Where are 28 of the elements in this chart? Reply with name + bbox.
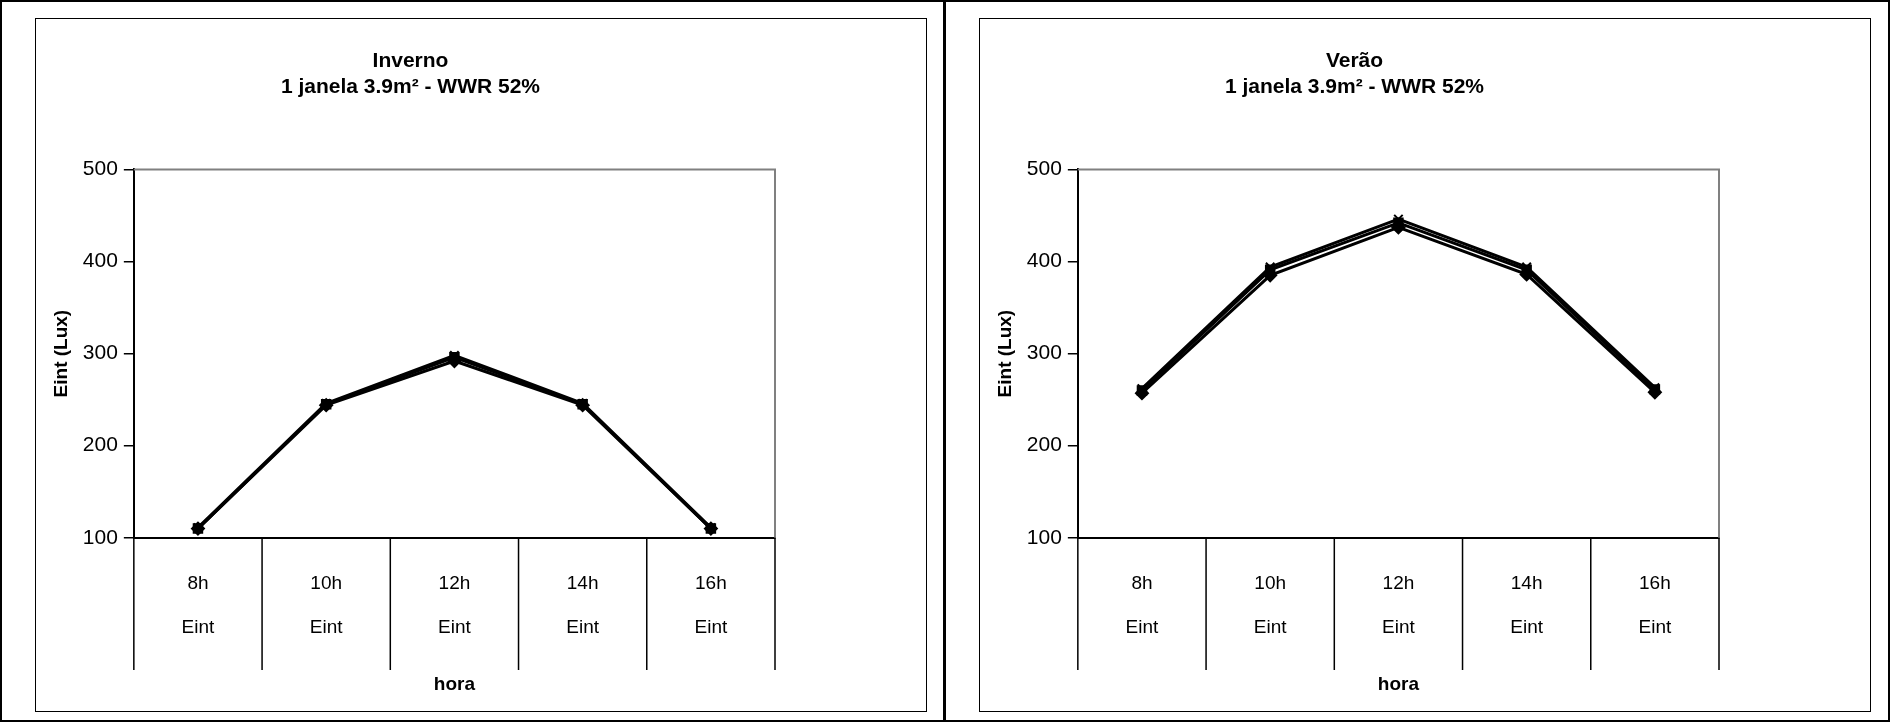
x-tick-label: 12h Eint bbox=[1382, 571, 1416, 637]
x-tick-label: 16h Eint bbox=[694, 571, 728, 637]
x-tick-label: 10h Eint bbox=[309, 571, 344, 637]
y-tick-label: 200 bbox=[1026, 432, 1062, 456]
x-tick-label: 8h Eint bbox=[1125, 571, 1160, 637]
chart-title: Verão bbox=[1325, 48, 1384, 72]
x-tick-label: 8h Eint bbox=[181, 571, 216, 637]
y-axis-title: Eint (Lux) bbox=[993, 309, 1015, 398]
y-tick-label: 500 bbox=[1026, 156, 1062, 180]
y-tick-label: 500 bbox=[82, 156, 118, 180]
y-tick-label: 400 bbox=[1026, 248, 1062, 272]
y-tick-label: 100 bbox=[1026, 524, 1062, 548]
x-tick-label: 14h Eint bbox=[1510, 571, 1544, 637]
x-axis-title: hora bbox=[433, 672, 476, 694]
chart-subtitle: 1 janela 3.9m² - WWR 52% bbox=[280, 73, 541, 97]
x-axis-title: hora bbox=[1377, 672, 1420, 694]
x-tick-label: 12h Eint bbox=[438, 571, 472, 637]
x-tick-label: 16h Eint bbox=[1638, 571, 1672, 637]
y-tick-label: 300 bbox=[1026, 340, 1062, 364]
x-tick-label: 14h Eint bbox=[566, 571, 600, 637]
y-tick-label: 300 bbox=[82, 340, 118, 364]
y-tick-label: 400 bbox=[82, 248, 118, 272]
y-axis-title: Eint (Lux) bbox=[49, 309, 71, 398]
y-tick-label: 100 bbox=[82, 524, 118, 548]
chart-subtitle: 1 janela 3.9m² - WWR 52% bbox=[1224, 73, 1485, 97]
chart-title: Inverno bbox=[372, 48, 449, 72]
x-tick-label: 10h Eint bbox=[1253, 571, 1288, 637]
y-tick-label: 200 bbox=[82, 432, 118, 456]
